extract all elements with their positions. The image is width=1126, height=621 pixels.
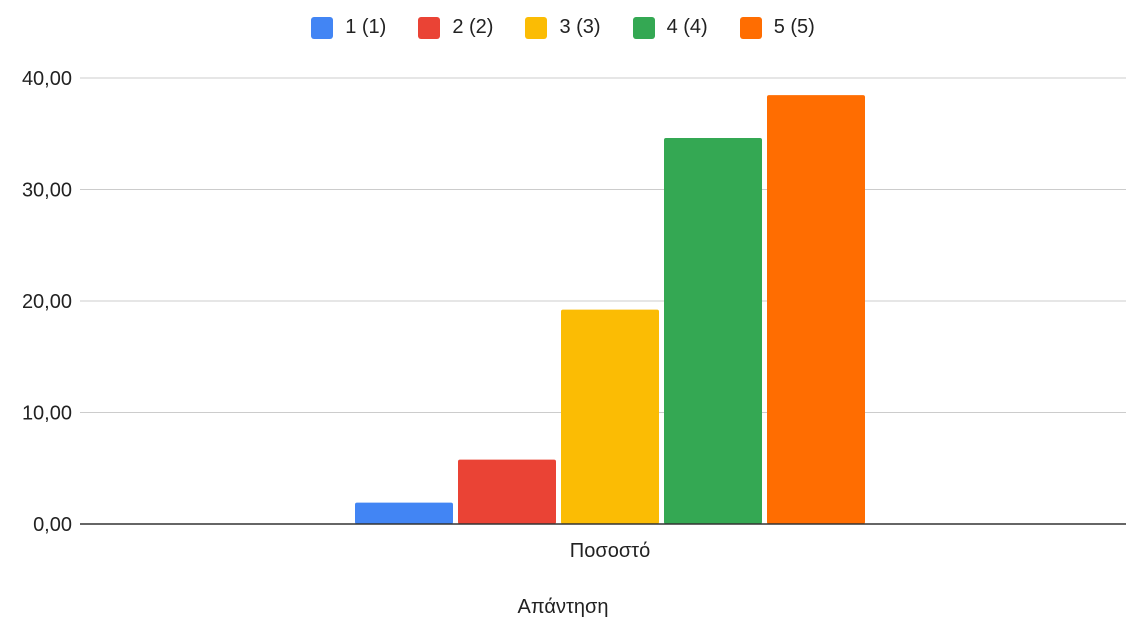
bar-series-5 bbox=[767, 95, 865, 525]
legend-item-1[interactable]: 1 (1) bbox=[311, 16, 386, 39]
y-tick-label: 40,00 bbox=[22, 68, 72, 90]
x-category-label: Ποσοστό bbox=[570, 540, 650, 562]
bar-series-4 bbox=[664, 137, 762, 524]
legend-item-2[interactable]: 2 (2) bbox=[418, 16, 493, 39]
bar-series-2 bbox=[458, 459, 556, 524]
bar-series-3 bbox=[561, 309, 659, 524]
y-tick-label: 0,00 bbox=[33, 514, 72, 536]
bar-series-1 bbox=[355, 502, 453, 524]
legend-swatch-1 bbox=[311, 16, 334, 39]
legend-item-5[interactable]: 5 (5) bbox=[739, 16, 815, 39]
legend-label-4: 4 (4) bbox=[666, 16, 708, 38]
legend-swatch-2 bbox=[418, 16, 441, 39]
x-axis-title: Απάντηση bbox=[517, 596, 609, 618]
legend-label-5: 5 (5) bbox=[773, 16, 815, 38]
chart-legend: 1 (1) 2 (2) 3 (3) 4 (4) 5 (5) bbox=[0, 16, 1126, 39]
legend-swatch-5 bbox=[739, 16, 762, 39]
y-tick-label: 10,00 bbox=[22, 403, 72, 425]
legend-swatch-4 bbox=[632, 16, 655, 39]
y-tick-label: 30,00 bbox=[22, 180, 72, 202]
y-tick-label: 20,00 bbox=[22, 291, 72, 313]
legend-label-2: 2 (2) bbox=[452, 16, 494, 38]
legend-swatch-3 bbox=[525, 16, 548, 39]
legend-item-3[interactable]: 3 (3) bbox=[525, 16, 601, 39]
legend-item-4[interactable]: 4 (4) bbox=[632, 16, 708, 39]
legend-label-1: 1 (1) bbox=[345, 16, 387, 38]
legend-label-3: 3 (3) bbox=[559, 16, 601, 38]
